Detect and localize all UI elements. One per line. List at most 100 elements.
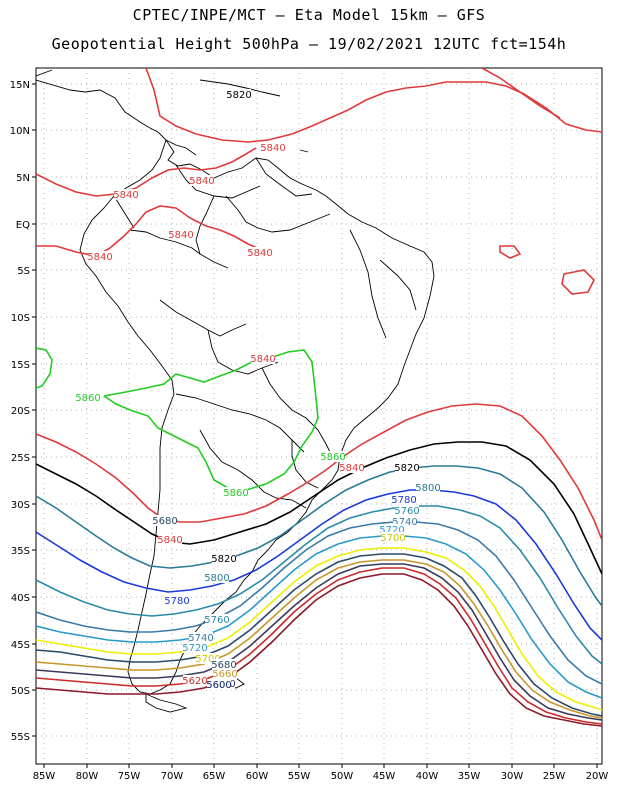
lon-label: 30W — [501, 771, 524, 782]
contour-label-bg — [196, 653, 220, 664]
contour-label: 5740 — [392, 517, 417, 528]
contour-label-bg — [395, 505, 419, 516]
contour-label-bg — [261, 142, 285, 153]
lat-label: 15S — [11, 360, 30, 371]
lon-label: 35W — [458, 771, 481, 782]
contour-label-bg — [114, 189, 138, 200]
contour-label: 5840 — [250, 354, 275, 365]
lat-label: 5S — [17, 266, 30, 277]
lon-label: 70W — [161, 771, 184, 782]
lat-label: 25S — [11, 453, 30, 464]
contour-label-bg — [227, 89, 251, 100]
contour-5760 — [36, 505, 602, 665]
map-frame — [35, 67, 603, 765]
contour-label: 5820 — [226, 90, 251, 101]
contour-label: 5760 — [204, 615, 229, 626]
contour-label: 5680 — [152, 516, 177, 527]
contour-5600 — [36, 573, 602, 727]
contour-label-bg — [248, 247, 272, 258]
contour-label: 5700 — [195, 654, 220, 665]
contour-5840-closed — [36, 205, 263, 257]
contour-label-bg — [205, 572, 229, 583]
contour-5640 — [36, 563, 602, 721]
contour-label-bg — [224, 487, 248, 498]
contour-label: 5760 — [394, 506, 419, 517]
contour-5840-closed — [561, 269, 595, 295]
contour-label-bg — [212, 553, 236, 564]
longitude-labels: 85W 80W 75W 70W 65W 60W 55W 50W 45W 40W 35W 30W 25W 2… — [33, 764, 609, 782]
contour-label: 5720 — [379, 525, 404, 536]
contour-5720 — [36, 535, 602, 699]
contour-5740 — [36, 521, 602, 685]
contour-label-bg — [165, 595, 189, 606]
contour-label: 5820 — [211, 554, 236, 565]
map-title: CPTEC/INPE/MCT – Eta Model 15km – GFS — [132, 6, 486, 24]
contour-5660 — [36, 559, 602, 719]
lat-label: 10N — [10, 126, 30, 137]
contour-label-bg — [189, 632, 213, 643]
contour-label: 5860 — [223, 488, 248, 499]
lon-label: 80W — [76, 771, 99, 782]
lon-label: 40W — [416, 771, 439, 782]
contour-label: 5800 — [204, 573, 229, 584]
contour-5860 — [36, 347, 53, 389]
contour-5840-closed — [481, 68, 561, 119]
contour-5840-closed — [499, 245, 522, 259]
contour-label-bg — [88, 251, 112, 262]
contour-label-bg — [251, 353, 275, 364]
contour-label-bg — [416, 482, 440, 493]
contour-label-bg — [76, 392, 100, 403]
coastlines — [36, 69, 435, 713]
contour-label: 5840 — [87, 252, 112, 263]
contour-label-bg — [381, 532, 405, 543]
contour-label: 5860 — [75, 393, 100, 404]
contour-label-bg — [190, 175, 214, 186]
contour-label-bg — [213, 668, 237, 679]
lat-label: 55S — [11, 732, 30, 743]
contour-label: 5660 — [212, 669, 237, 680]
contour-5700 — [36, 547, 602, 711]
contour-label: 5700 — [380, 533, 405, 544]
contour-lines — [36, 68, 602, 727]
contour-label: 5720 — [182, 643, 207, 654]
contour-label-bg — [321, 451, 345, 462]
contour-5840-closed — [36, 403, 602, 541]
contour-label-bg — [380, 524, 404, 535]
contour-label: 5840 — [260, 143, 285, 154]
contour-label-bg — [183, 675, 207, 686]
lat-label: 10S — [11, 313, 30, 324]
contour-5820 — [36, 441, 602, 575]
lon-label: 55W — [288, 771, 311, 782]
contour-label-bg — [395, 462, 419, 473]
contour-label: 5840 — [189, 176, 214, 187]
contour-label-bg — [212, 659, 236, 670]
lon-label: 85W — [33, 771, 56, 782]
latitude-labels: 15N 10N 5N EQ 5S 10S 15S 20S 25S 30S 35S 40S 45S 50S 5… — [10, 80, 36, 743]
map-subtitle: Geopotential Height 500hPa – 19/02/2021 … — [51, 35, 567, 53]
contour-label-bg — [183, 642, 207, 653]
contour-5620 — [36, 567, 602, 725]
contour-label: 5860 — [320, 452, 345, 463]
contour-value-labels: 5820584058405840584058405840584058605860… — [75, 89, 441, 691]
lat-label: 15N — [10, 80, 30, 91]
contour-label: 5840 — [168, 230, 193, 241]
contour-label-bg — [169, 229, 193, 240]
contour-label-bg — [340, 462, 364, 473]
lat-label: 50S — [11, 686, 30, 697]
lat-label: 5N — [16, 173, 30, 184]
contour-label-bg — [207, 679, 231, 690]
contour-label: 5680 — [211, 660, 236, 671]
contour-label: 5840 — [113, 190, 138, 201]
lon-label: 25W — [543, 771, 566, 782]
contour-label: 5780 — [391, 495, 416, 506]
contour-label-bg — [393, 516, 417, 527]
lat-label: 35S — [11, 546, 30, 557]
contour-label-bg — [153, 515, 177, 526]
lon-label: 20W — [586, 771, 609, 782]
contour-label-bg — [158, 534, 182, 545]
contour-label: 5620 — [182, 676, 207, 687]
lon-label: 75W — [118, 771, 141, 782]
lat-label: 45S — [11, 640, 30, 651]
lon-label: 50W — [331, 771, 354, 782]
contour-5840-closed — [36, 147, 257, 197]
